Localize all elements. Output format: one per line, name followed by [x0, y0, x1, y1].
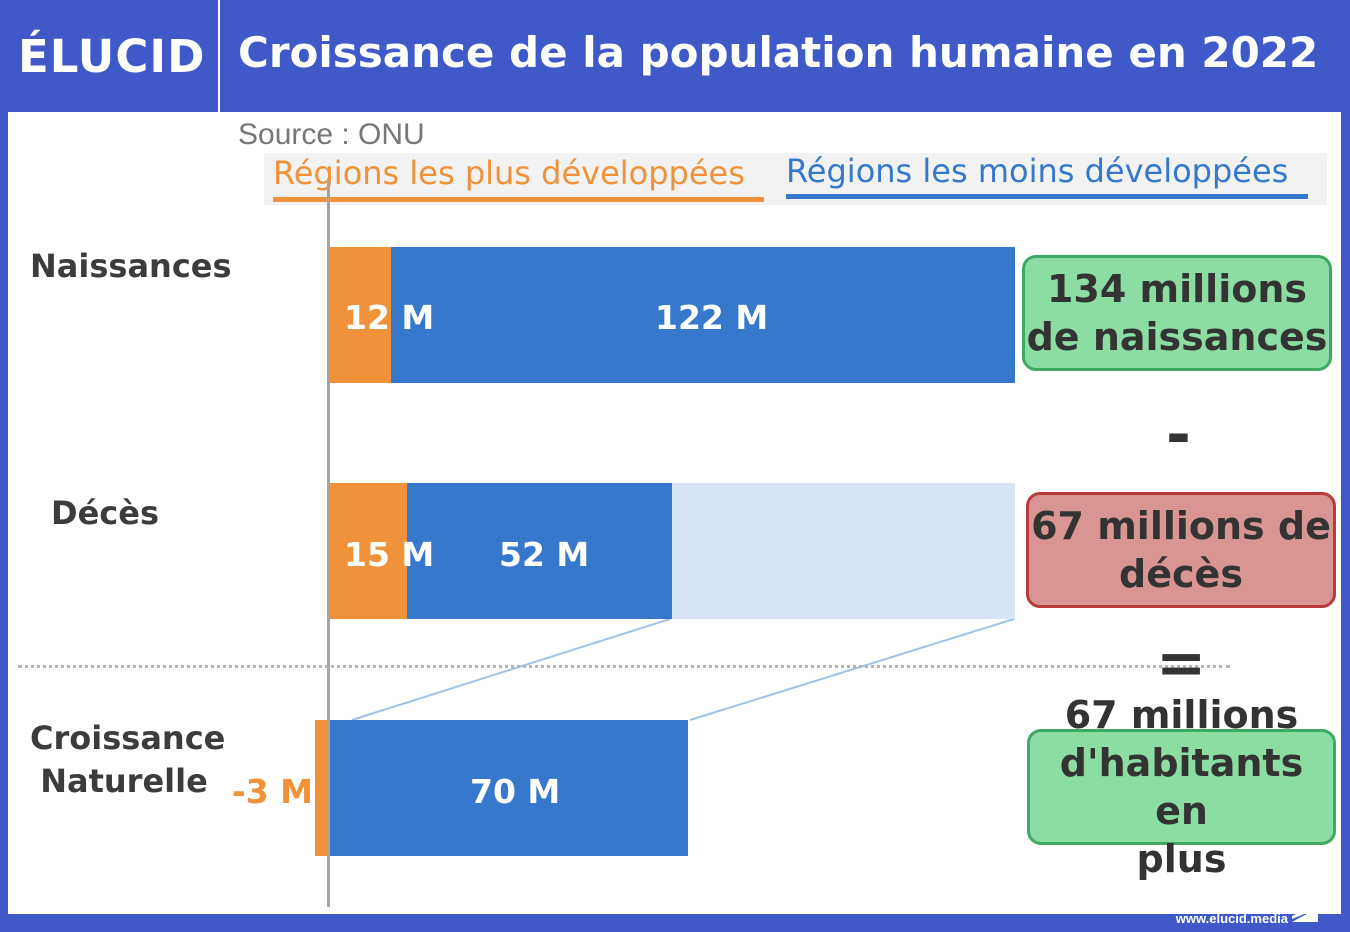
bar-growth-less-developed — [330, 720, 688, 856]
brand-logo: ÉLUCID — [18, 30, 206, 83]
legend-underline-less-developed — [786, 194, 1308, 199]
summary-births-line2: de naissances — [1026, 315, 1328, 359]
bar-births-developed — [330, 247, 392, 383]
row-label-growth-line1: Croissance — [30, 719, 226, 757]
summary-growth-box: 67 millions d'habitants en plus — [1027, 693, 1336, 881]
summary-births-box: 134 millions de naissances — [1022, 255, 1332, 371]
summary-growth-line2: d'habitants en — [1059, 741, 1304, 833]
bar-growth-developed — [314, 720, 330, 856]
bar-deaths-developed — [330, 483, 407, 619]
label-births-less-developed: 122 M — [655, 298, 769, 337]
chart-title: Croissance de la population humaine en 2… — [238, 28, 1319, 77]
source-note: Source : ONU — [238, 118, 425, 151]
summary-births-line1: 134 millions — [1046, 267, 1308, 311]
legend-underline-developed — [273, 197, 764, 202]
label-growth-less-developed: 70 M — [470, 772, 561, 811]
summary-deaths-line1: 67 millions de — [1031, 504, 1331, 548]
summary-growth-line1: 67 millions — [1064, 693, 1299, 737]
legend-item-less-developed: Régions les moins développées — [786, 152, 1289, 190]
bar-deaths-less-developed — [406, 483, 673, 619]
row-label-deaths: Décès — [51, 494, 159, 532]
separator-dotted-line — [18, 665, 1230, 668]
connector-line-right — [689, 618, 1015, 721]
label-births-developed: 12 M — [344, 298, 435, 337]
label-deaths-developed: 15 M — [344, 535, 435, 574]
header: ÉLUCID Croissance de la population humai… — [0, 0, 1350, 112]
header-divider — [218, 0, 220, 112]
row-label-growth-line2: Naturelle — [40, 762, 208, 800]
legend-item-developed: Régions les plus développées — [273, 154, 745, 192]
summary-deaths-line2: décès — [1119, 552, 1243, 596]
summary-growth-line3: plus — [1136, 837, 1227, 881]
elucid-mark-icon — [1292, 906, 1318, 922]
zero-axis — [327, 180, 330, 907]
footer-url[interactable]: www.elucid.media — [1175, 911, 1288, 926]
row-label-births: Naissances — [30, 247, 232, 285]
bar-births-less-developed — [391, 247, 1015, 383]
minus-operator: - — [1166, 400, 1191, 470]
label-growth-developed: -3 M — [232, 772, 313, 811]
label-deaths-less-developed: 52 M — [499, 535, 590, 574]
equals-operator: = — [1156, 628, 1207, 698]
summary-deaths-box: 67 millions de décès — [1026, 492, 1336, 608]
connector-line-left — [351, 618, 671, 721]
row-label-growth: Croissance Naturelle — [30, 717, 226, 803]
